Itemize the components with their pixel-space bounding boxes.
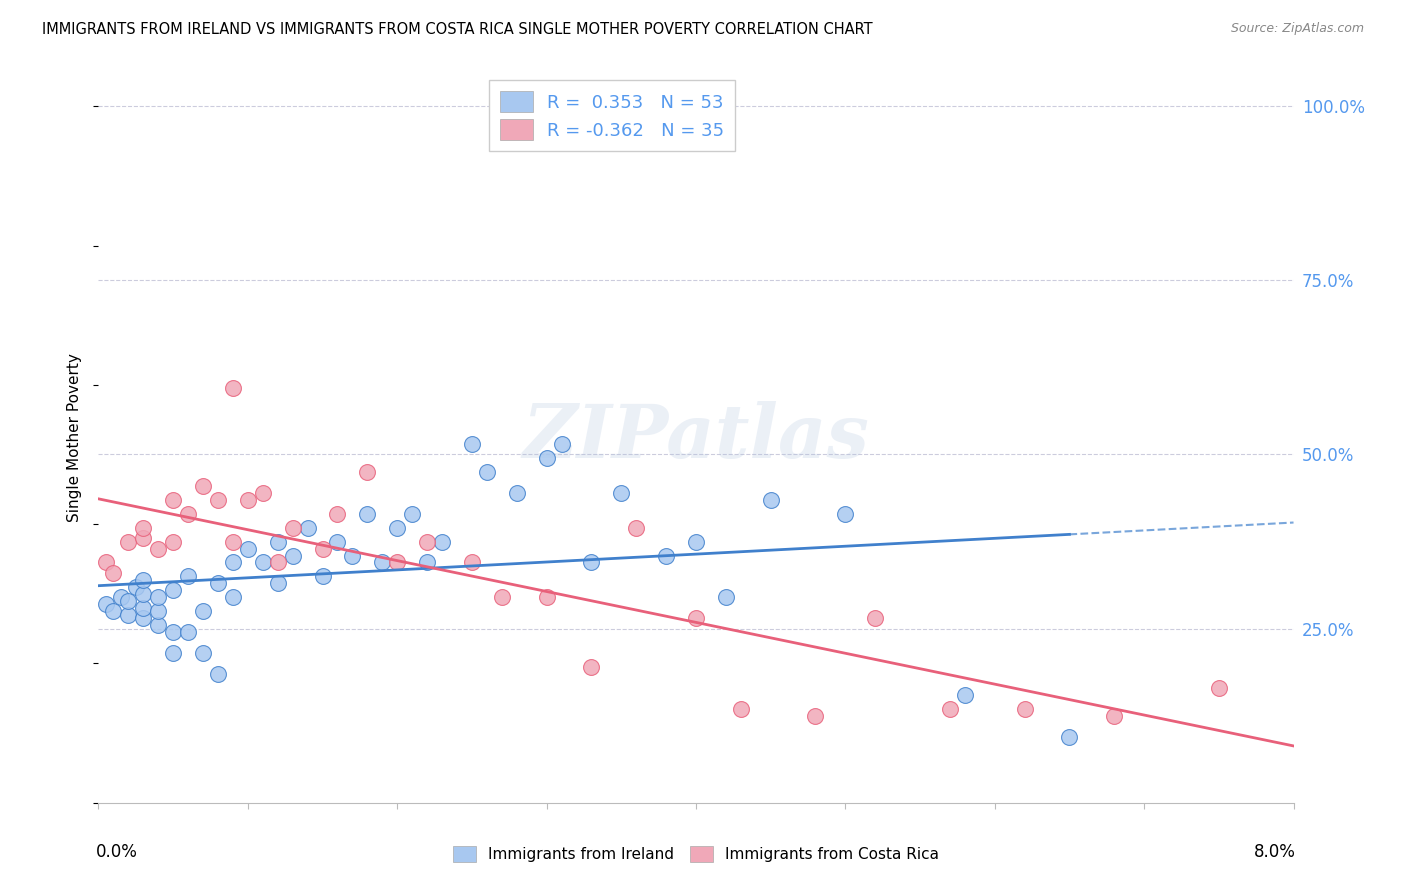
Point bbox=[148, 541, 170, 556]
Point bbox=[685, 534, 707, 549]
Point bbox=[267, 576, 290, 591]
Point bbox=[132, 531, 155, 545]
Point bbox=[506, 485, 529, 500]
Point bbox=[132, 600, 155, 615]
Point bbox=[1208, 681, 1230, 695]
Text: ZIPatlas: ZIPatlas bbox=[523, 401, 869, 474]
Point bbox=[162, 534, 184, 549]
Text: 0.0%: 0.0% bbox=[96, 843, 138, 861]
Point bbox=[536, 450, 558, 465]
Point bbox=[610, 485, 633, 500]
Text: IMMIGRANTS FROM IRELAND VS IMMIGRANTS FROM COSTA RICA SINGLE MOTHER POVERTY CORR: IMMIGRANTS FROM IRELAND VS IMMIGRANTS FR… bbox=[42, 22, 873, 37]
Point bbox=[252, 556, 274, 570]
Point bbox=[94, 597, 117, 611]
Point bbox=[491, 591, 513, 605]
Point bbox=[207, 667, 229, 681]
Point bbox=[416, 556, 439, 570]
Point bbox=[1014, 702, 1036, 716]
Y-axis label: Single Mother Poverty: Single Mother Poverty bbox=[67, 352, 83, 522]
Point bbox=[685, 611, 707, 625]
Point bbox=[865, 611, 887, 625]
Point bbox=[281, 549, 304, 563]
Point bbox=[132, 587, 155, 601]
Point bbox=[236, 492, 259, 507]
Point bbox=[132, 611, 155, 625]
Point bbox=[581, 660, 603, 674]
Point bbox=[267, 556, 290, 570]
Point bbox=[326, 507, 349, 521]
Point bbox=[125, 580, 148, 594]
Point bbox=[267, 534, 290, 549]
Point bbox=[401, 507, 423, 521]
Point bbox=[655, 549, 678, 563]
Point bbox=[177, 569, 200, 583]
Text: 8.0%: 8.0% bbox=[1254, 843, 1296, 861]
Point bbox=[117, 607, 139, 622]
Point bbox=[148, 618, 170, 632]
Point bbox=[730, 702, 752, 716]
Point bbox=[311, 569, 333, 583]
Point bbox=[326, 534, 349, 549]
Point bbox=[191, 604, 214, 618]
Point bbox=[103, 566, 125, 580]
Point bbox=[356, 507, 378, 521]
Point bbox=[162, 646, 184, 660]
Point bbox=[953, 688, 976, 702]
Point bbox=[191, 479, 214, 493]
Point bbox=[311, 541, 333, 556]
Point bbox=[103, 604, 125, 618]
Point bbox=[475, 465, 498, 479]
Point bbox=[430, 534, 453, 549]
Point bbox=[281, 521, 304, 535]
Point bbox=[834, 507, 856, 521]
Point bbox=[759, 492, 782, 507]
Point bbox=[162, 492, 184, 507]
Point bbox=[132, 573, 155, 587]
Point bbox=[177, 625, 200, 640]
Point bbox=[371, 556, 394, 570]
Point bbox=[148, 591, 170, 605]
Point bbox=[117, 534, 139, 549]
Point bbox=[207, 576, 229, 591]
Point bbox=[1059, 730, 1081, 744]
Point bbox=[222, 556, 245, 570]
Point bbox=[148, 604, 170, 618]
Point bbox=[222, 534, 245, 549]
Point bbox=[804, 708, 827, 723]
Point bbox=[236, 541, 259, 556]
Point bbox=[939, 702, 962, 716]
Point bbox=[385, 556, 409, 570]
Point bbox=[222, 381, 245, 395]
Point bbox=[110, 591, 132, 605]
Point bbox=[626, 521, 648, 535]
Point bbox=[222, 591, 245, 605]
Point bbox=[1104, 708, 1126, 723]
Point bbox=[461, 556, 484, 570]
Point bbox=[356, 465, 378, 479]
Point bbox=[416, 534, 439, 549]
Point bbox=[297, 521, 319, 535]
Point bbox=[162, 583, 184, 598]
Point bbox=[581, 556, 603, 570]
Point bbox=[207, 492, 229, 507]
Point bbox=[117, 594, 139, 608]
Point bbox=[461, 437, 484, 451]
Point bbox=[191, 646, 214, 660]
Text: Source: ZipAtlas.com: Source: ZipAtlas.com bbox=[1230, 22, 1364, 36]
Point bbox=[132, 521, 155, 535]
Legend: Immigrants from Ireland, Immigrants from Costa Rica: Immigrants from Ireland, Immigrants from… bbox=[447, 840, 945, 868]
Point bbox=[714, 591, 737, 605]
Point bbox=[252, 485, 274, 500]
Point bbox=[550, 437, 572, 451]
Point bbox=[385, 521, 409, 535]
Point bbox=[177, 507, 200, 521]
Point bbox=[94, 556, 117, 570]
Point bbox=[162, 625, 184, 640]
Point bbox=[536, 591, 558, 605]
Point bbox=[342, 549, 364, 563]
